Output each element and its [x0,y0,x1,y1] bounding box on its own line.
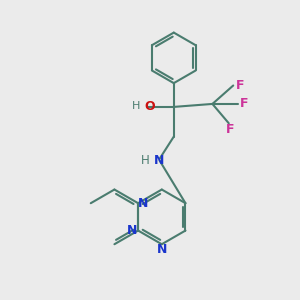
Text: F: F [236,79,244,92]
Text: F: F [226,123,235,136]
Text: F: F [240,98,248,110]
Text: H: H [131,101,140,111]
Text: N: N [138,197,148,210]
Text: N: N [157,243,167,256]
Text: N: N [127,224,137,237]
Text: N: N [154,154,165,167]
Text: H: H [141,154,150,167]
Text: O: O [144,100,155,113]
